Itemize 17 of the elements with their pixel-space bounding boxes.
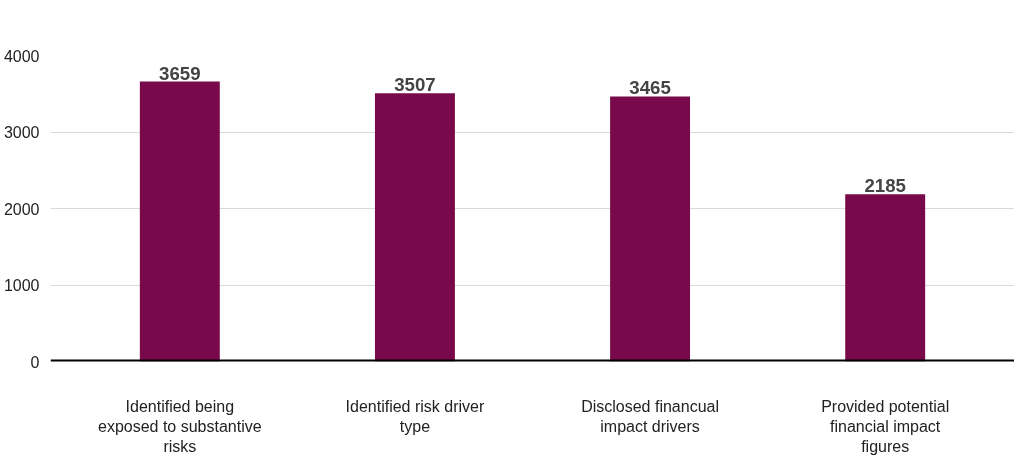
y-tick-label: 0 [30,353,40,371]
y-tick-label: 3000 [3,124,40,141]
data-label: 2185 [864,175,906,197]
data-label: 3507 [394,74,436,96]
x-tick-label: Disclosed financual impact drivers [581,397,719,435]
x-tick-label: Identified risk driver type [345,397,485,435]
bar [139,81,220,362]
bar [374,93,455,362]
x-tick-label: Identified being exposed to substantive risks [97,397,262,456]
bar [845,194,926,362]
y-tick-label: 1000 [3,277,40,294]
bar [610,96,691,362]
y-tick-label: 4000 [3,47,40,65]
x-tick-label: Provided potential financial impact figures [821,397,950,456]
data-label: 3465 [629,77,671,99]
data-label: 3659 [159,62,201,84]
y-tick-label: 2000 [3,200,40,218]
